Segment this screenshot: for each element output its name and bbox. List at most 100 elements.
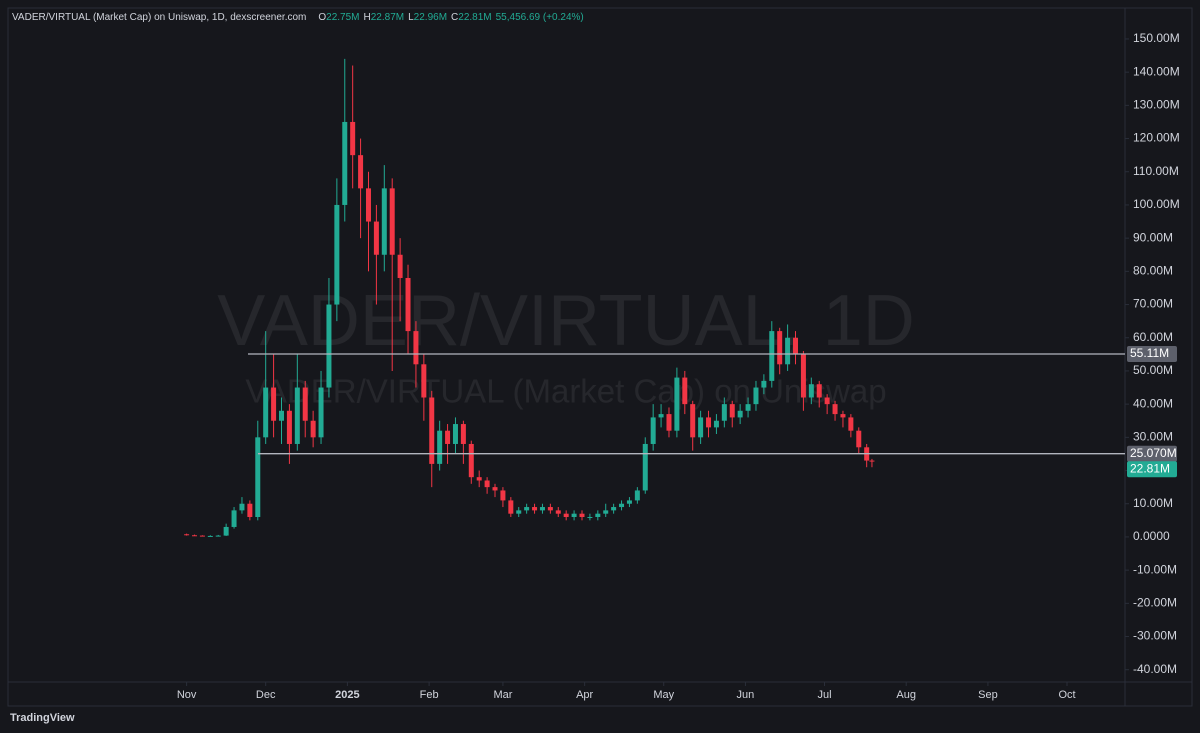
watermark: VADER/VIRTUAL, 1D: [217, 281, 915, 361]
y-tick-label: -10.00M: [1133, 562, 1177, 576]
candle-body: [642, 443, 648, 491]
candle-body: [690, 404, 696, 438]
candle-body: [381, 188, 387, 255]
candle-body: [832, 404, 838, 415]
candle-body: [713, 420, 719, 428]
x-tick-label: Feb: [420, 689, 439, 701]
y-tick-label: 140.00M: [1133, 64, 1180, 78]
candle-body: [302, 387, 308, 421]
candle-body: [247, 503, 253, 518]
y-tick-label: 60.00M: [1133, 330, 1173, 344]
candle-body: [223, 526, 229, 536]
legend-key: H: [363, 12, 371, 23]
candle-body: [294, 387, 300, 444]
x-tick-label: Aug: [896, 689, 916, 701]
legend-value: 22.87M: [370, 12, 405, 23]
candle-body: [619, 503, 625, 508]
brand: TradingView: [10, 712, 75, 724]
candle-body: [199, 535, 205, 537]
candle-body: [571, 513, 577, 518]
candle-body: [468, 443, 474, 478]
x-tick-label: Mar: [493, 689, 512, 701]
x-tick-label: Jun: [737, 689, 755, 701]
candle-body: [745, 404, 751, 411]
candle-body: [445, 430, 451, 444]
price-label-box: [1127, 345, 1177, 362]
x-tick-label: Sep: [978, 689, 998, 701]
candle-body: [658, 414, 664, 418]
candle-body: [184, 534, 190, 536]
y-tick-label: 110.00M: [1133, 164, 1179, 178]
candle-body: [793, 337, 799, 355]
candle-body: [682, 377, 688, 405]
candle-body: [547, 507, 553, 511]
candle-body: [279, 410, 285, 421]
y-tick-label: 0.0000: [1133, 529, 1170, 543]
candle-body: [840, 414, 846, 418]
y-tick-label: 120.00M: [1133, 131, 1180, 145]
legend-value: 22.75M: [326, 12, 360, 23]
chart-title: VADER/VIRTUAL (Market Cap) on Uniswap, 1…: [12, 12, 307, 23]
candle-body: [476, 477, 482, 481]
y-tick-label: 10.00M: [1133, 496, 1173, 510]
y-tick-label: 30.00M: [1133, 430, 1173, 444]
y-tick-label: -40.00M: [1133, 662, 1177, 676]
candle-body: [800, 354, 806, 398]
legend-value: 22.96M: [413, 12, 448, 23]
candle-body: [350, 121, 356, 156]
candle-body: [524, 507, 530, 511]
candle-body: [674, 377, 680, 431]
x-tick-label: Apr: [576, 689, 593, 701]
candle-body: [634, 490, 640, 501]
y-tick-label: 150.00M: [1133, 31, 1180, 45]
candle-body: [215, 535, 221, 537]
candle-body: [595, 513, 601, 518]
y-tick-label: -20.00M: [1133, 595, 1177, 609]
y-tick-label: -30.00M: [1133, 629, 1177, 643]
candle-body: [666, 414, 672, 431]
candle-body: [869, 460, 875, 462]
last-price-box: [1127, 461, 1177, 478]
candle-body: [358, 155, 364, 189]
candle-body: [342, 121, 348, 205]
candle-body: [816, 384, 822, 398]
x-tick-label: Nov: [177, 689, 197, 701]
y-tick-label: 130.00M: [1133, 98, 1180, 112]
candle-body: [579, 513, 585, 518]
candle-body: [721, 404, 727, 421]
candle-body: [587, 517, 593, 519]
candle-body: [563, 513, 569, 518]
candle-body: [761, 380, 767, 388]
candle-body: [255, 437, 261, 518]
y-tick-label: 100.00M: [1133, 197, 1180, 211]
candle-body: [437, 430, 443, 464]
y-tick-label: 80.00M: [1133, 264, 1173, 278]
candle-body: [452, 424, 458, 444]
candle-body: [413, 331, 419, 365]
x-tick-label: Oct: [1058, 689, 1075, 701]
legend-item: L22.96M: [408, 12, 447, 23]
candle-body: [698, 417, 704, 438]
candle-body: [492, 487, 498, 491]
candle-body: [500, 490, 506, 501]
candle-body: [626, 500, 632, 504]
y-tick-label: 50.00M: [1133, 363, 1173, 377]
candle-body: [777, 331, 783, 365]
legend-item: C22.81M: [451, 12, 492, 23]
candle-body: [737, 410, 743, 418]
watermark-subtitle: VADER/VIRTUAL (Market Cap) on Uniswap: [245, 373, 886, 410]
candle-body: [753, 387, 759, 405]
legend-key: O: [318, 12, 327, 23]
candle-body: [769, 331, 775, 381]
legend-item: O22.75M: [318, 12, 359, 23]
candle-body: [539, 507, 545, 511]
candle-body: [421, 364, 427, 398]
candle-body: [263, 387, 269, 438]
candle-body: [326, 304, 332, 388]
candle-body: [848, 417, 854, 431]
price-label-box: [1127, 445, 1177, 462]
last-price-label: 22.81M: [1130, 461, 1170, 475]
candle-body: [611, 507, 617, 511]
